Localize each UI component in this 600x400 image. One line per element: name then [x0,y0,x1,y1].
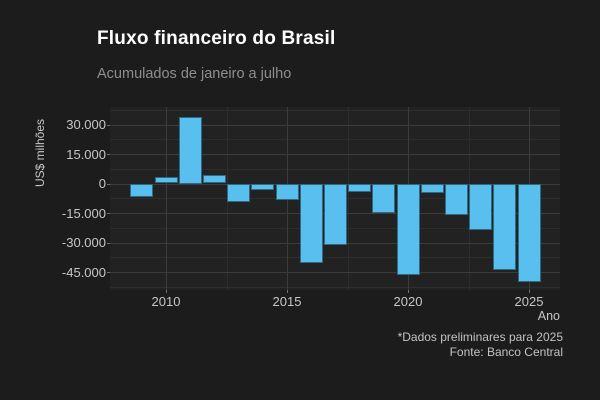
gridline-x-minor [226,107,228,290]
y-tick-label: -15.000 [61,205,106,221]
x-tick-mark [529,290,530,293]
bar-2016 [299,183,323,264]
gridline-y-minor [110,109,560,111]
bar-2024 [493,183,517,271]
caption: *Dados preliminares para 2025 Fonte: Ban… [398,330,563,360]
gridline-x-minor [468,107,470,290]
x-tick-label: 2020 [393,294,423,309]
gridline-y-major [110,154,560,155]
x-tick-mark [166,290,167,293]
gridline-y-major [110,124,560,126]
bar-2015 [275,183,299,200]
bar-2021 [420,183,444,194]
bar-2020 [396,183,420,276]
chart-title: Fluxo financeiro do Brasil [97,28,336,49]
bar-2017 [323,183,347,245]
plot-panel [110,107,560,290]
bar-2025 [517,183,541,282]
y-tick-mark [107,154,110,155]
gridline-x-minor [347,107,349,290]
y-axis-title: US$ milhões [33,118,47,187]
x-tick-mark [408,290,409,293]
y-tick-label: 0 [98,176,106,191]
bar-2023 [469,183,493,230]
bar-2010 [154,176,178,184]
bar-2011 [178,117,202,184]
gridline-y-minor [110,257,560,259]
bar-2012 [202,175,226,184]
y-tick-label: -30.000 [61,235,106,250]
bar-2018 [348,183,372,192]
y-tick-mark [107,242,110,244]
y-tick-label: 30.000 [66,117,106,132]
x-axis-title: Ano [537,309,560,323]
bar-2022 [444,183,468,216]
gridline-y-major [110,272,560,273]
x-tick-label: 2025 [514,294,544,309]
x-tick-label: 2010 [151,294,181,309]
y-tick-label: -45.000 [61,264,106,280]
bar-2019 [372,183,396,213]
y-tick-mark [107,183,110,185]
chart-subtitle: Acumulados de janeiro a julho [97,66,292,82]
x-tick-label: 2015 [272,294,302,309]
gridline-y-minor [110,168,560,170]
bar-2014 [251,183,275,191]
gridline-x-major [166,107,167,290]
y-tick-mark [107,213,110,214]
y-tick-mark [107,272,110,273]
gridline-y-minor [110,139,560,141]
y-tick-label: 15.000 [66,146,106,162]
x-tick-mark [287,290,288,293]
gridline-y-minor [110,286,560,288]
bar-2009 [130,183,154,198]
caption-line-2: Fonte: Banco Central [449,345,563,359]
caption-line-1: *Dados preliminares para 2025 [397,330,563,344]
y-tick-mark [107,124,110,126]
bar-2013 [227,183,251,203]
